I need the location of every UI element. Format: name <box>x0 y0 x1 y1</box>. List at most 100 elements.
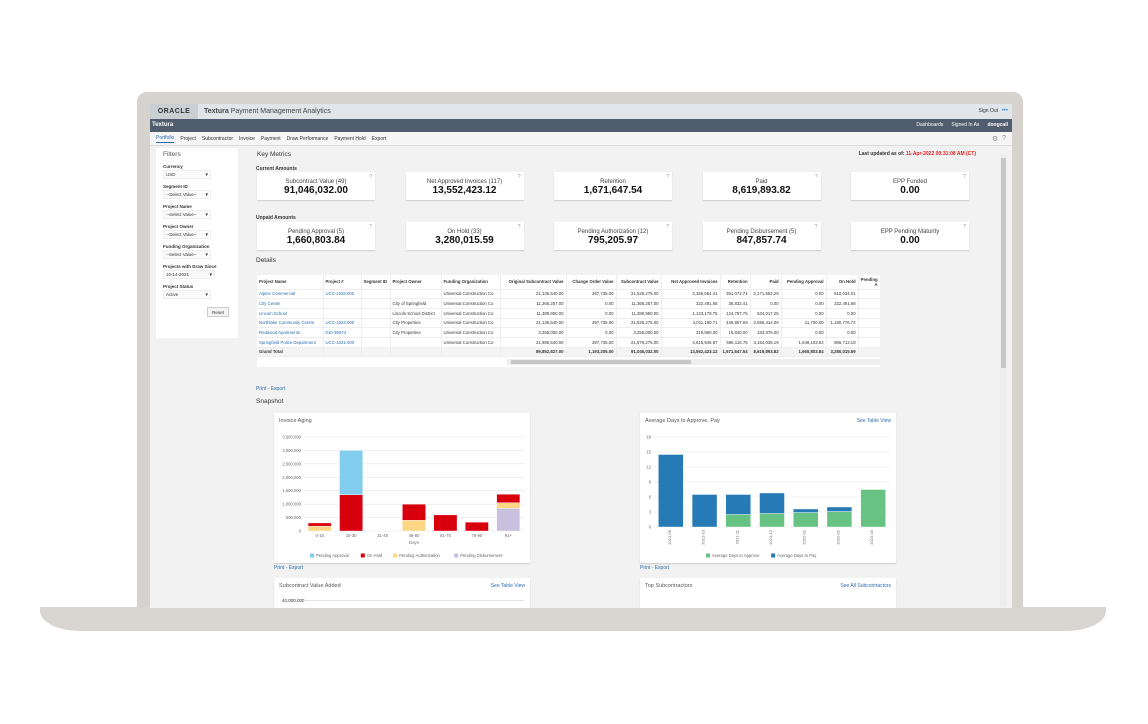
bar-segment[interactable] <box>339 494 363 532</box>
table-cell[interactable]: Springfield Police Department <box>257 337 324 348</box>
filter-project-status-select[interactable]: Active <box>163 290 211 299</box>
tab-payment-hold[interactable]: Payment Hold <box>334 135 366 142</box>
see-table-view-link[interactable]: See Table View <box>856 418 891 424</box>
column-header[interactable]: Original Subcontract Value <box>500 275 567 290</box>
sign-out-link[interactable]: Sign Out <box>978 108 998 114</box>
dashboards-link[interactable]: Dashboards <box>916 122 944 128</box>
horizontal-scrollbar[interactable] <box>507 359 880 365</box>
see-table-view-link[interactable]: See Table View <box>490 583 525 589</box>
more-icon[interactable]: ••• <box>1001 108 1008 114</box>
table-cell[interactable]: 010-35074 <box>323 327 362 338</box>
table-cell[interactable]: Lincoln School <box>257 308 324 319</box>
bar-segment[interactable] <box>725 514 751 528</box>
bar-segment[interactable] <box>465 521 489 532</box>
avg-days-print-export[interactable]: Print - Export <box>640 565 670 571</box>
help-icon[interactable]: ? <box>369 224 372 230</box>
filter-segment-id-select[interactable]: --Select Value-- <box>163 190 211 199</box>
column-header[interactable]: Net Approved Invoices <box>661 275 721 290</box>
bar-segment[interactable] <box>860 489 886 528</box>
column-header[interactable]: Paid <box>750 275 782 290</box>
help-icon[interactable]: ? <box>814 224 818 230</box>
legend-label[interactable]: Pending Authorization <box>399 553 440 558</box>
help-icon[interactable]: ? <box>963 224 966 230</box>
help-icon[interactable]: ? <box>1002 135 1006 142</box>
filter-project-owner-select[interactable]: --Select Value-- <box>163 230 211 239</box>
table-cell: 351,072.74 <box>720 289 751 300</box>
bar-segment[interactable] <box>433 514 458 532</box>
help-icon[interactable]: ? <box>666 174 669 180</box>
column-header[interactable]: Segment ID <box>361 275 391 290</box>
tab-invoice[interactable]: Invoice <box>239 135 255 142</box>
reset-button[interactable]: Reset <box>207 307 229 317</box>
legend-label[interactable]: Pending Approval <box>316 553 349 558</box>
filter-projects-with-draw-since-select[interactable]: 10-14-2021 <box>163 270 215 279</box>
table-cell: City Properties <box>390 327 442 338</box>
tab-bar: Portfolio Project Subcontractor Invoice Paym… <box>150 132 1012 146</box>
column-header[interactable]: Subcontract Value <box>616 275 662 290</box>
table-cell[interactable]: UCC-1026.000 <box>323 289 362 300</box>
filter-project-name-select[interactable]: --Select Value-- <box>163 210 211 219</box>
help-icon[interactable]: ? <box>814 174 818 180</box>
tab-export[interactable]: Export <box>371 135 387 142</box>
column-header[interactable]: Project # <box>323 275 362 290</box>
column-header[interactable]: Pending Approval <box>781 275 827 290</box>
bar-segment[interactable] <box>496 502 521 509</box>
legend-label[interactable]: Pending Disbursement <box>460 553 503 558</box>
bar-segment[interactable] <box>759 513 785 528</box>
legend-label[interactable]: On Hold <box>367 553 383 558</box>
column-header[interactable]: Change Order Value <box>566 275 617 290</box>
table-cell[interactable]: City Center <box>257 298 324 309</box>
column-header[interactable]: Project Name <box>257 275 324 290</box>
bar-segment[interactable] <box>725 494 751 515</box>
table-cell[interactable]: UCC-1021.000 <box>323 337 362 348</box>
total-cell: 1,193,205.00 <box>566 347 617 358</box>
bar-segment[interactable] <box>496 494 521 503</box>
see-all-subcontractors-link[interactable]: See All Subcontractors <box>840 583 891 589</box>
bar-segment[interactable] <box>793 508 819 513</box>
bar-segment[interactable] <box>339 450 363 495</box>
column-header[interactable]: On Hold <box>826 275 859 290</box>
bar-segment[interactable] <box>496 507 521 532</box>
bar-segment[interactable] <box>793 512 819 528</box>
tab-draw-performance[interactable]: Draw Performance <box>286 135 329 142</box>
legend-label[interactable]: Average Days to Pay <box>777 553 817 558</box>
filter-currency-select[interactable]: USD <box>163 170 211 179</box>
tab-subcontractor[interactable]: Subcontractor <box>201 135 234 142</box>
kpi-card: EPP Pending Maturity 0.00? <box>851 222 969 250</box>
column-header[interactable]: Pending A <box>858 275 880 290</box>
column-header[interactable]: Retention <box>720 275 751 290</box>
details-print-export-link[interactable]: Print - Export <box>256 386 286 392</box>
help-icon[interactable]: ? <box>963 174 966 180</box>
bar-segment[interactable] <box>307 522 332 527</box>
bar-segment[interactable] <box>691 494 718 528</box>
invoice-aging-print-export[interactable]: Print - Export <box>274 565 304 571</box>
table-cell: Universal Construction Co <box>441 289 501 300</box>
help-icon[interactable]: ? <box>517 224 521 230</box>
bar-segment[interactable] <box>826 506 853 512</box>
tab-payment[interactable]: Payment <box>260 135 281 142</box>
bar-segment[interactable] <box>402 503 426 521</box>
bar-segment[interactable] <box>759 492 785 514</box>
help-icon[interactable]: ? <box>517 174 521 180</box>
tab-project[interactable]: Project <box>180 135 196 142</box>
bar-segment[interactable] <box>402 520 426 532</box>
column-header[interactable]: Project Owner <box>390 275 442 290</box>
table-cell[interactable]: UCC-1023.000 <box>323 318 362 329</box>
tab-portfolio[interactable]: Portfolio <box>156 134 175 143</box>
table-cell[interactable]: Redwood Apartments <box>257 327 324 338</box>
help-icon[interactable]: ? <box>369 174 372 180</box>
kpi-value: 0.00 <box>900 235 920 246</box>
table-cell[interactable]: Alpine Commercial <box>257 289 324 300</box>
user-menu[interactable]: doogcall <box>987 122 1008 128</box>
table-cell[interactable]: Northlake Community Centre <box>257 318 324 329</box>
filter-funding-organization-select[interactable]: --Select Value-- <box>163 250 211 259</box>
bar-segment[interactable] <box>307 525 332 532</box>
kpi-label: Subcontract Value (49) <box>285 179 347 185</box>
legend-label[interactable]: Average Days to Approve <box>712 553 760 558</box>
bar-segment[interactable] <box>658 454 684 528</box>
bar-segment[interactable] <box>826 511 853 528</box>
help-icon[interactable]: ? <box>666 224 669 230</box>
vertical-scrollbar[interactable] <box>1000 154 1007 606</box>
gear-icon[interactable]: ⚙ <box>991 136 999 143</box>
column-header[interactable]: Funding Organization <box>441 275 501 290</box>
